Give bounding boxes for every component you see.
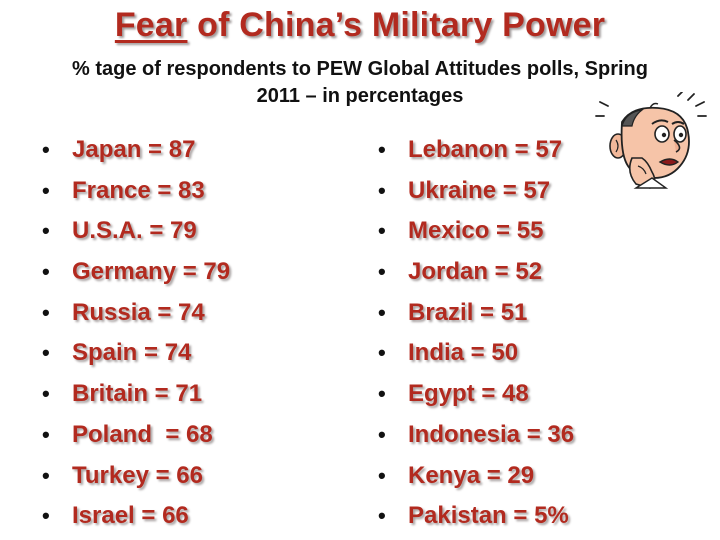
list-item: • Ukraine = 57	[378, 171, 574, 212]
list-item-text: Lebanon = 57	[408, 136, 563, 163]
list-item-text: Ukraine = 57	[408, 176, 551, 204]
bullet: •	[42, 421, 50, 447]
list-item: • Japan = 87	[42, 130, 230, 171]
bullet: •	[378, 462, 386, 488]
right-country-list: • Lebanon = 57 • Ukraine = 57 • Mexico = 55…	[378, 130, 574, 537]
bullet: •	[42, 462, 50, 488]
bullet: •	[42, 218, 50, 244]
list-item: • France = 83	[42, 171, 230, 212]
subtitle-line-1: % tage of respondents to PEW Global Atti…	[72, 58, 648, 80]
list-item: • Pakistan = 5%	[378, 496, 574, 537]
title-underlined-word: Fear	[114, 6, 188, 44]
list-item-text: Egypt = 48	[408, 380, 529, 408]
slide-subtitle: % tage of respondents to PEW Global Atti…	[0, 56, 720, 110]
list-item: • Kenya = 29	[378, 456, 574, 497]
list-item: • Spain = 74	[42, 333, 230, 374]
list-item-text: Mexico = 55	[408, 217, 544, 245]
bullet: •	[378, 421, 386, 447]
title-rest: of China’s Military Power	[187, 6, 606, 44]
list-item: • Britain = 71	[42, 374, 230, 415]
bullet: •	[378, 381, 386, 407]
bullet: •	[378, 177, 386, 203]
bullet: •	[378, 259, 386, 285]
bullet: •	[42, 259, 50, 285]
bullet: •	[378, 299, 386, 325]
list-item: • Brazil = 51	[378, 293, 574, 334]
bullet: •	[42, 137, 50, 162]
list-item-text: Indonesia = 36	[408, 420, 575, 448]
bullet: •	[378, 218, 386, 244]
slide-title: Fear of China’s Military Power	[0, 6, 720, 45]
list-item-text: India = 50	[408, 339, 519, 367]
bullet: •	[42, 503, 50, 529]
bullet: •	[42, 340, 50, 366]
bullet: •	[378, 137, 386, 162]
list-item: • Egypt = 48	[378, 374, 574, 415]
list-item: • Lebanon = 57	[378, 130, 574, 171]
list-item-text: Germany = 79	[72, 258, 231, 286]
bullet: •	[42, 381, 50, 407]
bullet: •	[42, 299, 50, 325]
list-item: • Indonesia = 36	[378, 415, 574, 456]
list-item: • Russia = 74	[42, 293, 230, 334]
left-country-list: • Japan = 87 • France = 83 • U.S.A. = 79 • G…	[42, 130, 230, 537]
list-item-text: Jordan = 52	[408, 258, 543, 286]
list-item: • Jordan = 52	[378, 252, 574, 293]
list-item: • Mexico = 55	[378, 211, 574, 252]
list-item-text: Pakistan = 5%	[408, 502, 569, 530]
list-item-text: Kenya = 29	[408, 461, 535, 489]
list-item-text: Brazil = 51	[408, 298, 528, 326]
bullet: •	[378, 340, 386, 366]
list-item-text: Israel = 66	[72, 502, 189, 530]
list-item-text: U.S.A. = 79	[72, 217, 197, 245]
list-item: • Israel = 66	[42, 496, 230, 537]
list-item: • India = 50	[378, 333, 574, 374]
list-item-text: Japan = 87	[72, 136, 196, 163]
bullet: •	[378, 503, 386, 529]
list-item: • Germany = 79	[42, 252, 230, 293]
bullet: •	[42, 177, 50, 203]
list-item: • Turkey = 66	[42, 456, 230, 497]
list-item-text: Poland = 68	[72, 420, 213, 448]
list-item: • Poland = 68	[42, 415, 230, 456]
list-item-text: Spain = 74	[72, 339, 192, 367]
list-item-text: France = 83	[72, 176, 205, 204]
list-item-text: Turkey = 66	[72, 461, 203, 489]
worried-man-icon	[595, 92, 707, 189]
subtitle-line-2: 2011 – in percentages	[256, 85, 464, 107]
list-item-text: Britain = 71	[72, 380, 203, 408]
list-item-text: Russia = 74	[72, 298, 205, 326]
list-item: • U.S.A. = 79	[42, 211, 230, 252]
